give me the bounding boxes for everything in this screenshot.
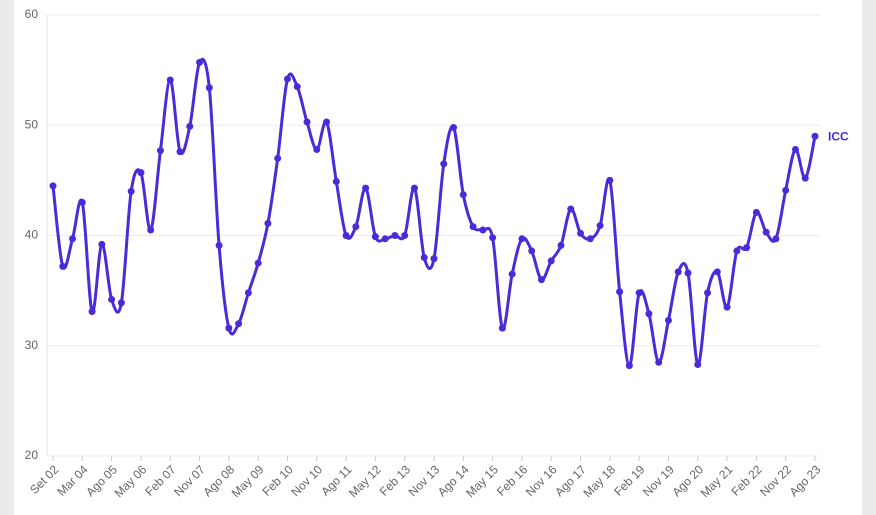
data-point: [674, 268, 682, 276]
data-point: [440, 160, 448, 168]
data-point: [479, 226, 487, 234]
chart-panel: [14, 0, 862, 515]
data-point: [186, 122, 194, 130]
data-point: [694, 360, 702, 368]
data-point: [235, 320, 243, 328]
data-point: [684, 269, 692, 277]
data-point: [98, 240, 106, 248]
data-point: [743, 244, 751, 252]
y-tick-label: 30: [25, 338, 39, 352]
data-point: [635, 289, 643, 297]
data-point: [274, 154, 282, 162]
data-point: [117, 299, 125, 307]
data-point: [772, 235, 780, 243]
data-point: [606, 176, 614, 184]
data-point: [498, 324, 506, 332]
data-point: [528, 247, 536, 255]
data-point: [450, 123, 458, 131]
data-point: [137, 169, 145, 177]
data-point: [371, 233, 379, 241]
data-point: [713, 268, 721, 276]
data-point: [108, 295, 116, 303]
data-point: [264, 219, 272, 227]
data-point: [430, 255, 438, 263]
data-point: [313, 146, 321, 154]
data-point: [332, 177, 340, 185]
data-point: [782, 186, 790, 194]
data-point: [704, 289, 712, 297]
data-point: [391, 232, 399, 239]
data-point: [655, 358, 663, 366]
series-label: ICC: [828, 129, 849, 143]
data-point: [733, 247, 741, 255]
data-point: [645, 310, 653, 318]
data-point: [567, 205, 575, 213]
data-point: [342, 232, 350, 239]
data-point: [381, 235, 389, 243]
y-tick-label: 20: [25, 448, 39, 462]
data-point: [752, 208, 760, 216]
data-point: [762, 228, 770, 236]
data-point: [323, 118, 331, 126]
data-point: [205, 84, 213, 92]
y-tick-label: 40: [25, 228, 39, 242]
data-point: [616, 288, 624, 296]
data-point: [489, 234, 497, 242]
data-point: [196, 58, 204, 66]
data-point: [557, 241, 565, 249]
data-point: [49, 182, 57, 190]
data-point: [401, 232, 409, 239]
data-point: [537, 276, 545, 284]
data-point: [293, 83, 301, 91]
data-point: [352, 223, 360, 231]
data-point: [156, 147, 164, 155]
data-point: [59, 262, 67, 270]
data-point: [176, 148, 184, 156]
data-point: [88, 308, 96, 316]
data-point: [254, 259, 262, 267]
data-point: [625, 362, 633, 370]
data-point: [586, 235, 594, 243]
data-point: [518, 235, 526, 243]
data-point: [69, 235, 77, 243]
data-point: [362, 184, 370, 192]
data-point: [410, 184, 418, 192]
data-point: [215, 241, 223, 249]
data-point: [801, 174, 809, 182]
data-point: [78, 198, 86, 206]
data-point: [244, 289, 252, 297]
data-point: [166, 76, 174, 84]
data-point: [147, 226, 155, 234]
data-point: [547, 257, 555, 265]
data-point: [469, 223, 477, 231]
data-point: [577, 229, 585, 237]
data-point: [303, 118, 311, 126]
data-point: [664, 316, 672, 324]
data-point: [596, 222, 604, 230]
y-tick-label: 50: [25, 117, 39, 131]
y-tick-label: 60: [25, 7, 39, 21]
data-point: [723, 303, 731, 311]
series-line: [51, 57, 817, 368]
data-point: [225, 324, 233, 332]
data-point: [420, 254, 428, 262]
data-point: [283, 75, 291, 83]
data-point: [127, 187, 135, 195]
data-point: [459, 191, 467, 199]
data-point: [791, 146, 799, 154]
data-point: [811, 132, 819, 140]
data-point: [508, 270, 516, 278]
